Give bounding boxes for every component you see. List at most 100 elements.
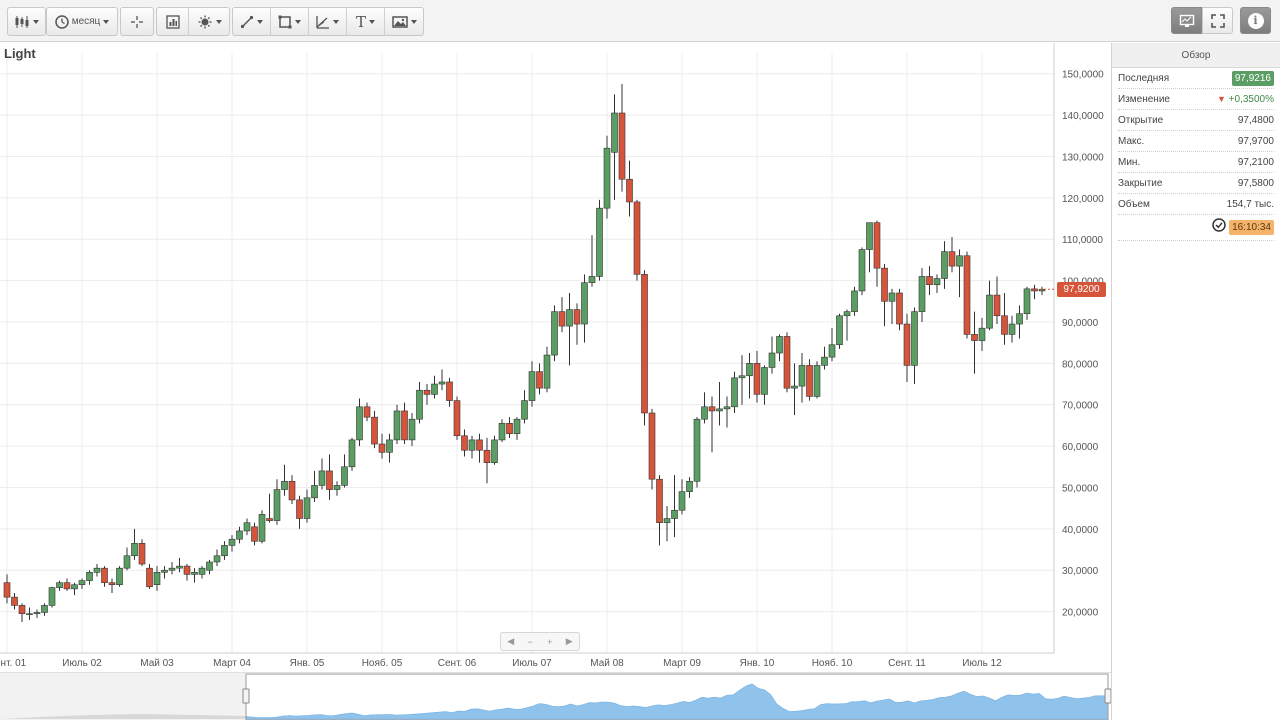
candle [498,419,506,442]
symbol-label: Light [4,46,36,61]
candle [371,410,378,449]
price-chart[interactable]: 20,0000 30,0000 40,0000 50,0000 60,0000 70,00… [0,43,1111,720]
candle-body [108,582,116,586]
candle [1016,305,1023,339]
line-tool-button[interactable] [233,8,271,35]
x-tick-label: Янв. 10 [740,658,775,669]
low-label: Мин. [1118,156,1141,168]
candle-body [453,400,461,437]
candle-body [63,582,71,590]
candle-body [671,509,678,519]
candle-body [416,389,423,420]
candle-body [408,418,416,441]
candle-body [506,423,513,434]
chart-area[interactable]: 20,0000 30,0000 40,0000 50,0000 60,0000 70,00… [0,43,1112,720]
period-button[interactable]: месяц [47,8,117,35]
candle-body [461,435,468,451]
text-tool-button[interactable]: T [347,8,385,35]
candle-body [566,309,573,327]
candle [123,547,131,571]
scroll-right-button[interactable]: ▶ [565,636,573,646]
candle [446,377,453,407]
indicators-button[interactable] [157,8,189,35]
x-tick-label: Май 03 [140,658,174,669]
y-tick-label: 70,0000 [1062,401,1099,412]
crosshair-button[interactable] [121,8,153,35]
y-tick-label: 150,0000 [1062,70,1104,81]
candle [656,475,663,546]
candle [116,566,123,587]
candle-body [633,201,641,275]
zoom-out-button[interactable]: − [527,636,533,647]
fullscreen-button[interactable] [1202,7,1233,34]
candle-body [176,565,183,569]
candle [708,396,716,453]
candle [453,396,461,440]
screen-mode-button[interactable] [1171,7,1202,34]
candle-body [1016,313,1023,325]
candle-body [93,567,101,573]
candle [303,489,311,523]
candle-body [1001,315,1008,335]
candle-body [371,416,378,445]
zoom-in-button[interactable]: + [547,636,553,647]
export-image-button[interactable] [385,8,423,35]
x-tick-label: Март 09 [663,658,701,669]
candle [506,417,513,438]
candle [678,479,686,515]
candle-body [918,276,926,312]
candle [213,549,221,567]
candle-body [266,518,273,521]
indicator-icon [165,14,180,29]
candle [761,365,768,405]
chevron-down-icon [295,19,301,24]
candle-body [228,538,236,546]
shape-tool-button[interactable] [271,8,309,35]
scroll-left-button[interactable]: ◀ [507,636,515,646]
candle-body [56,582,63,588]
navigator-series[interactable] [0,673,1112,720]
range-navigator[interactable] [0,672,1112,720]
pan-zoom-controls: ◀ − + ▶ [500,632,580,651]
candle-body [843,311,851,317]
candle [146,564,153,589]
candle-body [611,112,618,153]
candle [611,94,618,200]
candle [738,355,746,405]
candle-body [746,363,753,377]
candle-body [581,282,588,325]
y-tick-label: 40,0000 [1062,525,1099,536]
candle-body [236,530,243,540]
candle [168,561,176,575]
candle-body [123,555,131,569]
chart-type-group [7,7,46,36]
candle [858,247,866,296]
candle-body [258,514,266,542]
navigator-handle-left[interactable] [242,688,250,704]
candle-body [603,147,611,209]
settings-button[interactable] [189,8,229,35]
candle-body [678,491,686,511]
candle-body [836,315,843,346]
fibonacci-tool-button[interactable] [309,8,347,35]
y-tick-label: 100,0000 [1062,277,1104,288]
candle-body [183,565,191,575]
candle-body [438,381,446,385]
candle-body [701,406,708,420]
chart-type-button[interactable] [8,8,45,35]
candle [851,286,858,316]
candle [963,251,971,339]
candle [701,392,708,424]
candle [296,495,303,529]
candle-body [468,439,476,451]
candle [108,578,116,593]
candle-body [101,567,108,583]
candle-body [641,274,648,414]
crosshair-icon [130,15,144,29]
info-button[interactable]: i [1240,7,1271,34]
candle [948,237,956,273]
candle-body [543,354,551,389]
overview-title: Обзор [1112,43,1280,68]
candle [596,199,603,281]
candle [993,276,1001,325]
